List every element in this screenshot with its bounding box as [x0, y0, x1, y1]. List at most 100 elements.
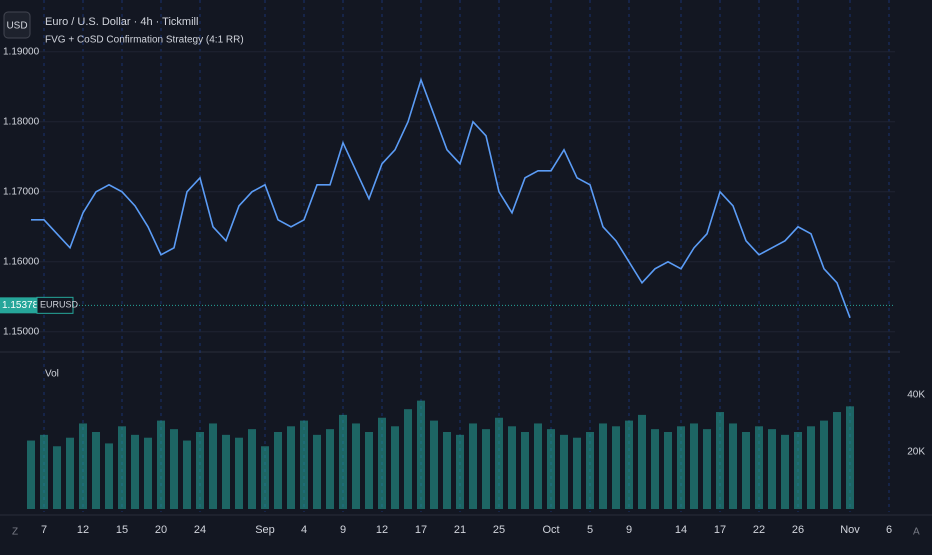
- volume-bar: [807, 426, 815, 509]
- y-tick-label: 1.18000: [3, 116, 40, 127]
- volume-bar: [638, 414, 646, 509]
- volume-bar: [157, 420, 165, 509]
- volume-bar: [625, 420, 633, 509]
- x-tick-label: 9: [626, 524, 632, 536]
- x-tick-label: Nov: [840, 524, 860, 536]
- volume-bar: [170, 429, 178, 509]
- price-line: [31, 77, 851, 319]
- volume-bar: [794, 432, 802, 509]
- currency-button[interactable]: [3, 11, 31, 39]
- volume-bar: [326, 429, 334, 509]
- volume-bar: [781, 434, 789, 509]
- volume-bar: [820, 420, 828, 509]
- volume-bar: [131, 434, 139, 509]
- volume-bar: [430, 420, 438, 509]
- y-tick-label: 1.17000: [3, 186, 40, 197]
- volume-bar: [703, 429, 711, 509]
- volume-bar: [469, 423, 477, 509]
- volume-bar: [443, 432, 451, 509]
- x-tick-label: 7: [41, 524, 47, 536]
- zoom-button[interactable]: Z: [12, 527, 18, 538]
- volume-bar: [365, 432, 373, 509]
- volume-bar: [456, 434, 464, 509]
- volume-bar: [612, 426, 620, 509]
- y-tick-label: 1.15000: [3, 326, 40, 337]
- volume-bar: [677, 426, 685, 509]
- volume-bar: [391, 426, 399, 509]
- x-tick-label: 22: [753, 524, 765, 536]
- auto-scale-button[interactable]: A: [913, 527, 920, 538]
- volume-bar: [261, 446, 269, 509]
- volume-bar: [508, 426, 516, 509]
- volume-bar: [183, 440, 191, 509]
- volume-bar: [209, 423, 217, 509]
- symbol-tag-label: EURUSD: [40, 300, 79, 310]
- volume-bar: [404, 409, 412, 509]
- volume-bar: [742, 432, 750, 509]
- x-tick-label: 25: [493, 524, 505, 536]
- volume-bar: [586, 432, 594, 509]
- volume-bar: [482, 429, 490, 509]
- volume-bar: [573, 437, 581, 509]
- x-tick-label: 9: [340, 524, 346, 536]
- x-tick-label: Sep: [255, 524, 275, 536]
- volume-bar: [352, 423, 360, 509]
- x-tick-label: 5: [587, 524, 593, 536]
- volume-bar: [79, 423, 87, 509]
- volume-bar: [495, 417, 503, 509]
- volume-bar: [27, 440, 35, 509]
- volume-bar: [235, 437, 243, 509]
- volume-bar: [66, 437, 74, 509]
- x-tick-label: 26: [792, 524, 804, 536]
- volume-bar: [560, 434, 568, 509]
- volume-bar: [833, 412, 841, 509]
- x-tick-label: 4: [301, 524, 307, 536]
- chart-title: Euro / U.S. Dollar · 4h · Tickmill: [45, 16, 198, 28]
- x-tick-label: 6: [886, 524, 892, 536]
- volume-bar: [53, 446, 61, 509]
- volume-bar: [768, 429, 776, 509]
- volume-bar: [547, 429, 555, 509]
- volume-bar: [92, 432, 100, 509]
- volume-bar: [755, 426, 763, 509]
- volume-bar: [248, 429, 256, 509]
- y-tick-label: 1.19000: [3, 46, 40, 57]
- volume-bar: [105, 443, 113, 509]
- x-tick-label: 12: [376, 524, 388, 536]
- volume-title: Vol: [45, 369, 59, 380]
- volume-bar: [651, 429, 659, 509]
- volume-bar: [300, 420, 308, 509]
- x-tick-label: Oct: [542, 524, 559, 536]
- volume-bar: [846, 406, 854, 509]
- last-price-tag: [0, 297, 37, 314]
- x-tick-label: 12: [77, 524, 89, 536]
- x-tick-label: 20: [155, 524, 167, 536]
- volume-bar: [417, 400, 425, 509]
- volume-bar: [690, 423, 698, 509]
- volume-bar: [118, 426, 126, 509]
- volume-bar: [274, 432, 282, 509]
- y-tick-label: 40K: [907, 390, 925, 401]
- x-tick-label: 17: [415, 524, 427, 536]
- volume-bar: [287, 426, 295, 509]
- volume-bar: [144, 437, 152, 509]
- volume-bar: [313, 434, 321, 509]
- last-price-label: 1.15378: [2, 300, 39, 311]
- volume-bar: [729, 423, 737, 509]
- volume-bar: [196, 432, 204, 509]
- currency-button-text[interactable]: USD: [6, 21, 27, 32]
- volume-bar: [664, 432, 672, 509]
- volume-bar: [378, 417, 386, 509]
- volume-bar: [599, 423, 607, 509]
- y-tick-label: 20K: [907, 447, 925, 458]
- x-tick-label: 21: [454, 524, 466, 536]
- symbol-tag: [36, 296, 74, 314]
- volume-bar: [716, 412, 724, 509]
- volume-bar: [534, 423, 542, 509]
- volume-bar: [40, 434, 48, 509]
- x-tick-label: 24: [194, 524, 206, 536]
- volume-bar: [521, 432, 529, 509]
